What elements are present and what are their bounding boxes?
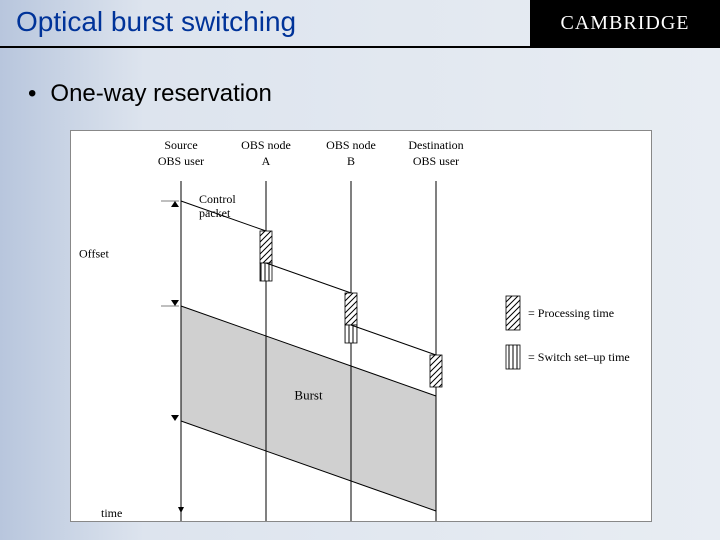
slide-root: CAMBRIDGE Optical burst switching One-wa… — [0, 0, 720, 540]
processing-box — [260, 231, 272, 263]
actor-label: A — [262, 154, 271, 168]
bullet-one-way: One-way reservation — [28, 80, 272, 108]
control-hop — [266, 263, 351, 293]
processing-box — [430, 355, 442, 387]
legend-switch-label: = Switch set–up time — [528, 350, 630, 364]
publisher-brand: CAMBRIDGE — [530, 0, 720, 46]
legend-switch-swatch — [506, 345, 520, 369]
actor-label: Destination — [408, 138, 463, 152]
time-label: time — [101, 506, 122, 520]
processing-box — [345, 293, 357, 325]
burst-band — [181, 306, 436, 511]
title-underline — [0, 46, 720, 48]
offset-tick-bottom — [171, 300, 179, 306]
slide-title: Optical burst switching — [16, 6, 296, 38]
timing-diagram: Source OBS user OBS node A OBS node B Destinat… — [70, 130, 652, 522]
offset-label: Offset — [79, 247, 109, 261]
burst-end-tick — [171, 415, 179, 421]
control-hop — [351, 325, 436, 355]
legend-processing-label: = Processing time — [528, 306, 614, 320]
actor-label: OBS user — [158, 154, 204, 168]
control-packet-label: Control — [199, 192, 236, 206]
actor-label: Source — [164, 138, 197, 152]
switch-setup-box — [260, 263, 272, 281]
burst-label: Burst — [294, 388, 323, 403]
control-packet-label: packet — [199, 206, 231, 220]
actor-label: OBS user — [413, 154, 459, 168]
timing-diagram-svg: Source OBS user OBS node A OBS node B Destinat… — [71, 131, 651, 521]
offset-tick-top — [171, 201, 179, 207]
actor-label: OBS node — [326, 138, 376, 152]
actor-label: OBS node — [241, 138, 291, 152]
actor-label: B — [347, 154, 355, 168]
legend-processing-swatch — [506, 296, 520, 330]
switch-setup-box — [345, 325, 357, 343]
